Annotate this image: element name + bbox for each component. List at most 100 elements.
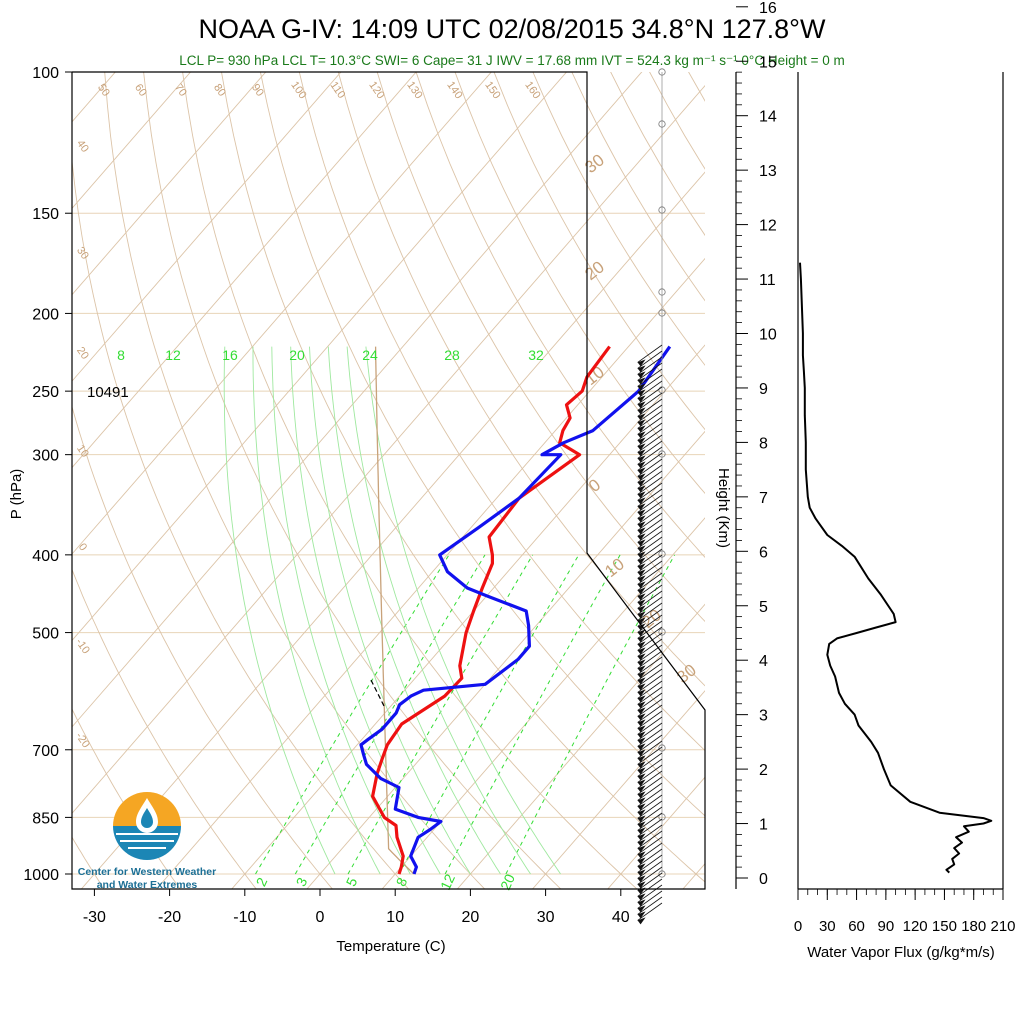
- wind-barb-flag: [637, 815, 646, 823]
- calm-wind-circle: [658, 813, 666, 821]
- wind-barb: [637, 806, 663, 825]
- wind-barb: [637, 482, 663, 501]
- calm-wind-circle: [658, 288, 666, 296]
- wind-barb: [637, 392, 663, 411]
- x-tick-label: -20: [158, 909, 181, 926]
- wind-barb-flag: [637, 491, 646, 499]
- wind-barb: [637, 716, 663, 735]
- wind-barb-flag: [637, 473, 646, 481]
- wind-barb-flag: [637, 869, 646, 877]
- wind-barb-flag: [637, 743, 646, 751]
- mixing-ratio-line: [398, 554, 580, 875]
- wind-barb: [637, 464, 663, 483]
- wind-barb-flag: [637, 779, 646, 787]
- wind-barb: [637, 782, 663, 801]
- moist-adiabat-line: [365, 346, 561, 875]
- wind-barb-flag: [637, 719, 646, 727]
- wind-barb: [637, 728, 663, 747]
- dry-adiabat-line: [104, 72, 486, 889]
- wind-barb: [637, 872, 663, 891]
- wind-barb-flag: [637, 401, 646, 409]
- adiabat-label: -10: [73, 636, 92, 656]
- wind-barb-flag: [637, 413, 646, 421]
- mixing-ratio-line: [347, 554, 534, 875]
- dry-adiabat-line: [259, 72, 705, 817]
- wind-barb: [637, 758, 663, 777]
- logo-line-2: and Water Extremes: [97, 879, 198, 891]
- y-tick-label: 850: [32, 810, 59, 827]
- y-tick-label: 1000: [23, 867, 59, 884]
- isotherm-line: [607, 776, 705, 889]
- dry-adiabat-line: [707, 35, 1024, 891]
- flux-tick-label: 30: [819, 918, 836, 935]
- wind-barb: [637, 350, 663, 369]
- wind-barb: [637, 704, 663, 723]
- calm-wind-circle: [658, 309, 666, 317]
- chart-subtitle: LCL P= 930 hPa LCL T= 10.3°C SWI= 6 Cape…: [179, 53, 845, 68]
- dry-adiabat-line: [688, 72, 705, 102]
- adiabat-label: 110: [328, 80, 348, 101]
- height-tick-label: 2: [759, 762, 768, 779]
- wind-barb: [637, 902, 663, 921]
- isotherm-label: 20: [581, 257, 608, 284]
- wind-barb-flag: [637, 437, 646, 445]
- moist-adiabat-line: [252, 346, 381, 875]
- dry-adiabat-line: [182, 72, 638, 889]
- logo-line-1: Center for Western Weather: [78, 866, 216, 878]
- wind-barb-flag: [637, 683, 646, 691]
- moist-adiabat-line: [271, 346, 411, 875]
- wind-barb: [637, 560, 663, 579]
- wind-barb-flag: [637, 863, 646, 871]
- wind-barb-flag: [637, 377, 646, 385]
- wind-barb-flag: [637, 575, 646, 583]
- wind-barb-flag: [637, 689, 646, 697]
- adiabat-label: 40: [74, 138, 91, 155]
- wind-barb-flag: [637, 839, 646, 847]
- wind-barb-flag: [637, 857, 646, 865]
- wind-barb-flag: [637, 875, 646, 883]
- wind-barb: [637, 620, 663, 639]
- mixing-ratio-label-top: 12: [165, 347, 181, 363]
- wind-barb-flag: [637, 665, 646, 673]
- isotherm-line: [72, 72, 267, 296]
- y-tick-label: 150: [32, 206, 59, 223]
- wind-barb-flag: [637, 455, 646, 463]
- x-tick-label: 20: [462, 909, 480, 926]
- moist-adiabat-line: [346, 346, 531, 875]
- wind-barb-flag: [637, 695, 646, 703]
- wind-barb: [637, 374, 663, 393]
- wind-barb-flag: [637, 509, 646, 517]
- calm-wind-circle: [658, 550, 666, 558]
- isotherm-line: [72, 72, 492, 555]
- wind-barb: [637, 824, 663, 843]
- wind-barb: [637, 674, 663, 693]
- adiabat-label: 50: [95, 82, 112, 99]
- x-tick-label: -10: [233, 909, 256, 926]
- wind-barb-flag: [637, 515, 646, 523]
- isotherm-line: [72, 72, 342, 382]
- wind-barb: [637, 632, 663, 651]
- height-tick-label: 8: [759, 435, 768, 452]
- wind-barb-flag: [637, 827, 646, 835]
- calm-wind-circle: [658, 628, 666, 636]
- wind-barb: [637, 842, 663, 861]
- x-tick-label: 40: [612, 909, 630, 926]
- wind-barb: [637, 476, 663, 495]
- wind-barb-flag: [637, 773, 646, 781]
- wind-barb-flag: [637, 485, 646, 493]
- wind-barb: [637, 596, 663, 615]
- wind-barb: [637, 440, 663, 459]
- wind-barb: [637, 380, 663, 399]
- wind-barb: [637, 416, 663, 435]
- mixing-ratio-line: [505, 554, 676, 875]
- wind-barb: [637, 830, 663, 849]
- wind-barb: [637, 368, 663, 387]
- isotherm-line: [231, 344, 705, 889]
- wind-barb-flag: [637, 821, 646, 829]
- wind-barb: [637, 512, 663, 531]
- dry-adiabat-line: [376, 72, 705, 623]
- wind-barb-flag: [637, 557, 646, 565]
- wind-barb-flag: [637, 407, 646, 415]
